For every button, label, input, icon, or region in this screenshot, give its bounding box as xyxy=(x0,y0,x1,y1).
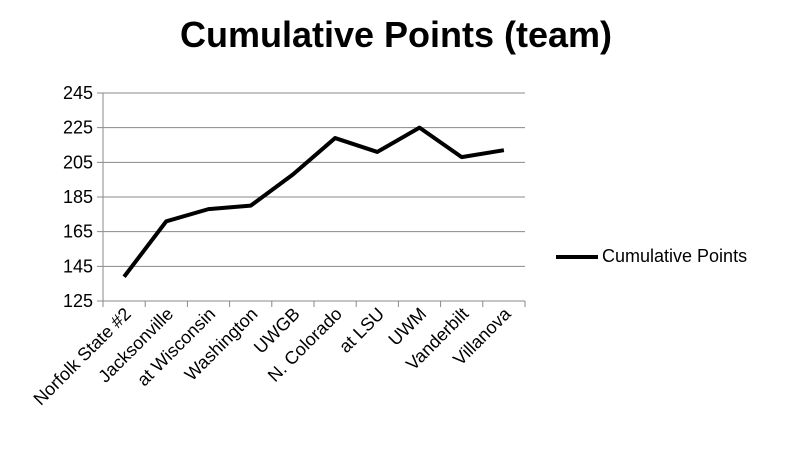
legend: Cumulative Points xyxy=(556,246,747,267)
y-tick-label: 145 xyxy=(63,256,93,276)
legend-label: Cumulative Points xyxy=(602,246,748,266)
y-tick-label: 245 xyxy=(63,83,93,103)
y-tick-label: 225 xyxy=(63,118,93,138)
series-line xyxy=(122,125,505,278)
y-tick-label: 125 xyxy=(63,291,93,311)
y-tick-label: 205 xyxy=(63,152,93,172)
legend-swatch xyxy=(556,254,598,259)
y-tick-label: 185 xyxy=(63,187,93,207)
x-tick-label: at LSU xyxy=(335,304,388,357)
y-tick-label: 165 xyxy=(63,222,93,242)
chart-title: Cumulative Points (team) xyxy=(179,14,613,55)
